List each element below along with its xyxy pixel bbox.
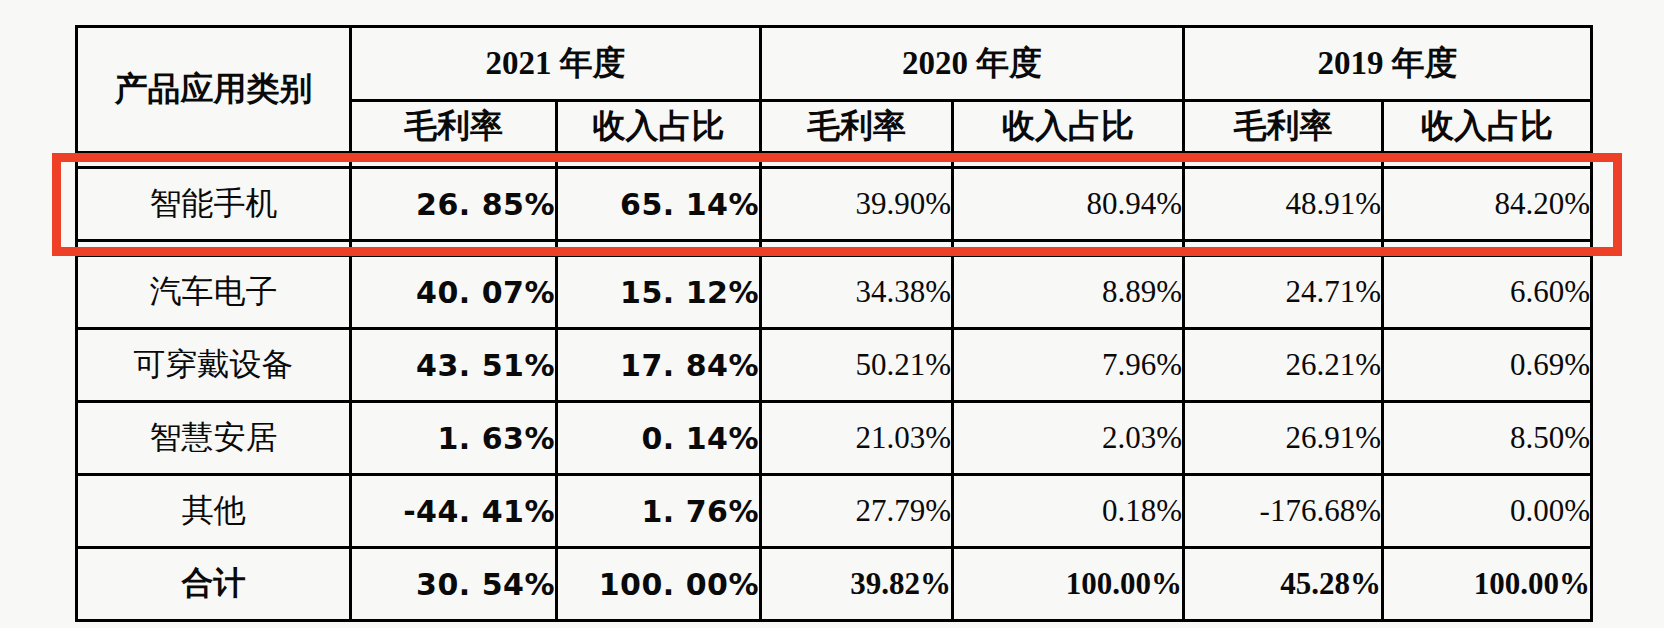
header-row-years: 产品应用类别 2021 年度 2020 年度 2019 年度 (77, 27, 1592, 101)
cell-2019-margin: -176.68% (1184, 475, 1383, 548)
row-category: 智能手机 (77, 168, 351, 241)
table-row-others: 其他 -44. 41% 1. 76% 27.79% 0.18% -176.68%… (77, 475, 1592, 548)
header-2019-margin: 毛利率 (1184, 101, 1383, 153)
cell-2021-margin: 40. 07% (351, 256, 557, 329)
double-rule-gap-top (77, 153, 1592, 168)
header-year-2021: 2021 年度 (351, 27, 761, 101)
cell-2019-margin: 26.91% (1184, 402, 1383, 475)
cell-2020-share: 7.96% (953, 329, 1184, 402)
cell-2020-margin: 27.79% (761, 475, 953, 548)
cell-2020-margin: 50.21% (761, 329, 953, 402)
cell-2019-margin: 26.21% (1184, 329, 1383, 402)
cell-2019-margin: 45.28% (1184, 548, 1383, 621)
cell-2021-margin: 1. 63% (351, 402, 557, 475)
header-2019-share: 收入占比 (1383, 101, 1592, 153)
row-category: 合计 (77, 548, 351, 621)
table-row-smartphone: 智能手机 26. 85% 65. 14% 39.90% 80.94% 48.91… (77, 168, 1592, 241)
cell-2019-share: 6.60% (1383, 256, 1592, 329)
cell-2020-margin: 39.90% (761, 168, 953, 241)
cell-2019-margin: 24.71% (1184, 256, 1383, 329)
cell-2019-share: 100.00% (1383, 548, 1592, 621)
cell-2021-share: 100. 00% (557, 548, 761, 621)
header-year-2019: 2019 年度 (1184, 27, 1592, 101)
header-2021-share: 收入占比 (557, 101, 761, 153)
gross-margin-table: 产品应用类别 2021 年度 2020 年度 2019 年度 毛利率 收入占比 … (75, 25, 1593, 622)
cell-2021-margin: 30. 54% (351, 548, 557, 621)
cell-2021-share: 15. 12% (557, 256, 761, 329)
cell-2020-share: 80.94% (953, 168, 1184, 241)
cell-2020-share: 2.03% (953, 402, 1184, 475)
table-row-total: 合计 30. 54% 100. 00% 39.82% 100.00% 45.28… (77, 548, 1592, 621)
cell-2020-margin: 39.82% (761, 548, 953, 621)
table-row-automotive: 汽车电子 40. 07% 15. 12% 34.38% 8.89% 24.71%… (77, 256, 1592, 329)
cell-2020-share: 0.18% (953, 475, 1184, 548)
screenshot-stage: 产品应用类别 2021 年度 2020 年度 2019 年度 毛利率 收入占比 … (0, 0, 1664, 628)
cell-2021-share: 17. 84% (557, 329, 761, 402)
cell-2019-share: 84.20% (1383, 168, 1592, 241)
cell-2019-share: 0.69% (1383, 329, 1592, 402)
header-year-2020: 2020 年度 (761, 27, 1184, 101)
cell-2021-margin: -44. 41% (351, 475, 557, 548)
cell-2020-share: 100.00% (953, 548, 1184, 621)
row-category: 可穿戴设备 (77, 329, 351, 402)
cell-2019-share: 0.00% (1383, 475, 1592, 548)
double-rule-gap-bottom (77, 241, 1592, 256)
cell-2020-margin: 21.03% (761, 402, 953, 475)
row-category: 智慧安居 (77, 402, 351, 475)
cell-2020-margin: 34.38% (761, 256, 953, 329)
header-2021-margin: 毛利率 (351, 101, 557, 153)
row-category: 汽车电子 (77, 256, 351, 329)
cell-2021-share: 65. 14% (557, 168, 761, 241)
cell-2021-margin: 43. 51% (351, 329, 557, 402)
cell-2021-margin: 26. 85% (351, 168, 557, 241)
table-row-smart-home: 智慧安居 1. 63% 0. 14% 21.03% 2.03% 26.91% 8… (77, 402, 1592, 475)
cell-2021-share: 1. 76% (557, 475, 761, 548)
table-row-wearables: 可穿戴设备 43. 51% 17. 84% 50.21% 7.96% 26.21… (77, 329, 1592, 402)
header-2020-share: 收入占比 (953, 101, 1184, 153)
cell-2021-share: 0. 14% (557, 402, 761, 475)
row-category: 其他 (77, 475, 351, 548)
cell-2020-share: 8.89% (953, 256, 1184, 329)
header-category: 产品应用类别 (77, 27, 351, 153)
header-2020-margin: 毛利率 (761, 101, 953, 153)
cell-2019-share: 8.50% (1383, 402, 1592, 475)
cell-2019-margin: 48.91% (1184, 168, 1383, 241)
